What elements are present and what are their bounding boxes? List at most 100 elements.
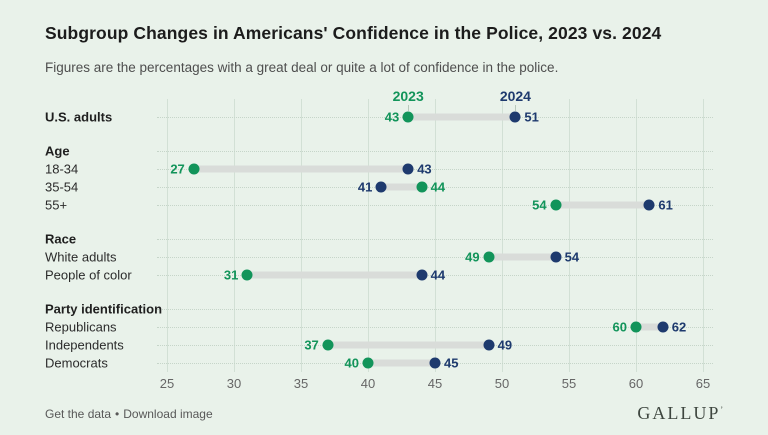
data-row: Republicans 60 62: [45, 318, 723, 336]
value-2024: 41: [357, 179, 373, 195]
value-2023: 37: [304, 337, 319, 353]
dot-2024[interactable]: [402, 163, 414, 175]
dot-2023[interactable]: [630, 321, 642, 333]
dot-2024[interactable]: [657, 321, 669, 333]
row-label: People of color: [45, 267, 132, 283]
chart: 25 30 35 40 45 50 55 60 65 2023 2024 U.S. adults 43 5…: [45, 89, 723, 394]
gridline-60: [636, 99, 637, 373]
footer: Get the data • Download image GALLUP’: [45, 403, 723, 424]
gridline-40: [368, 99, 369, 373]
row-guide-line: [157, 275, 713, 277]
gridline-65: [703, 99, 704, 373]
value-2023: 40: [344, 355, 359, 371]
dot-2024[interactable]: [375, 181, 387, 193]
x-tick-label-60: 60: [628, 376, 644, 392]
row-guide-line: [157, 151, 713, 153]
row-guide-line: [157, 309, 713, 311]
legend-2024: 2024: [499, 88, 531, 105]
value-2023: 43: [384, 109, 400, 125]
legend-tick-2023: [408, 105, 410, 112]
dot-2024[interactable]: [550, 251, 562, 263]
footer-separator: •: [115, 406, 120, 421]
x-tick-label-50: 50: [494, 376, 510, 392]
data-row: People of color 31 44: [45, 266, 723, 284]
dot-2023[interactable]: [416, 181, 428, 193]
change-connector: [327, 341, 489, 349]
row-guide-line: [157, 187, 713, 189]
gallup-logo: GALLUP’: [637, 403, 723, 424]
gridline-55: [569, 99, 570, 373]
change-connector: [381, 183, 422, 191]
row-guide-line: [157, 327, 713, 329]
get-the-data-link[interactable]: Get the data: [45, 406, 112, 421]
data-row: 18-34 27 43: [45, 160, 723, 178]
value-2023: 27: [170, 161, 185, 177]
section-header-row: Age: [45, 142, 723, 160]
dot-2023[interactable]: [241, 269, 253, 281]
change-connector: [193, 165, 409, 173]
gallup-trademark-mark: ’: [720, 405, 723, 415]
value-2024: 54: [564, 249, 580, 265]
value-2023: 60: [612, 319, 627, 335]
change-connector: [247, 271, 422, 279]
gridline-30: [234, 99, 235, 373]
gridline-35: [301, 99, 302, 373]
data-row: Independents 37 49: [45, 336, 723, 354]
dot-2023[interactable]: [362, 357, 374, 369]
row-label: 18-34: [45, 161, 79, 177]
row-label: Independents: [45, 337, 124, 353]
x-tick-label-55: 55: [561, 376, 577, 392]
dot-2023[interactable]: [550, 199, 562, 211]
legend-tick-2024: [515, 105, 517, 112]
row-label: U.S. adults: [45, 109, 113, 125]
dot-2024[interactable]: [429, 357, 441, 369]
dot-2024[interactable]: [509, 111, 521, 123]
chart-subtitle: Figures are the percentages with a great…: [45, 59, 559, 75]
value-2024: 45: [444, 355, 459, 371]
row-label: 55+: [45, 197, 68, 213]
value-2023: 49: [465, 249, 480, 265]
row-label: Age: [45, 143, 70, 159]
x-tick-label-40: 40: [360, 376, 376, 392]
x-tick-label-45: 45: [427, 376, 443, 392]
change-connector: [408, 113, 516, 121]
row-guide-line: [157, 257, 713, 259]
dot-2024[interactable]: [643, 199, 655, 211]
value-2023: 31: [223, 267, 239, 283]
gridline-50: [502, 99, 503, 373]
dot-2023[interactable]: [188, 163, 200, 175]
dot-2023[interactable]: [322, 339, 334, 351]
value-2024: 61: [658, 197, 673, 213]
dot-2024[interactable]: [483, 339, 495, 351]
data-row: 35-54 44 41: [45, 178, 723, 196]
change-connector: [636, 323, 663, 331]
change-connector: [488, 253, 556, 261]
gridline-45: [435, 99, 436, 373]
value-2023: 54: [532, 197, 547, 213]
x-tick-label-65: 65: [695, 376, 711, 392]
change-connector: [555, 201, 650, 209]
section-header-row: Party identification: [45, 300, 723, 318]
x-tick-label-35: 35: [293, 376, 309, 392]
row-label: White adults: [45, 249, 117, 265]
value-2024: 62: [671, 319, 687, 335]
value-2024: 44: [430, 267, 446, 283]
row-guide-line: [157, 205, 713, 207]
row-label: Republicans: [45, 319, 117, 335]
row-guide-line: [157, 239, 713, 241]
dot-2024[interactable]: [416, 269, 428, 281]
value-2024: 43: [417, 161, 432, 177]
row-label: Democrats: [45, 355, 108, 371]
row-label: 35-54: [45, 179, 79, 195]
footer-links: Get the data • Download image: [45, 407, 213, 421]
row-label: Race: [45, 231, 77, 247]
dot-2023[interactable]: [402, 111, 414, 123]
row-label: Party identification: [45, 301, 163, 317]
dot-2023[interactable]: [483, 251, 495, 263]
value-2024: 49: [497, 337, 513, 353]
legend-2023: 2023: [392, 88, 424, 105]
row-guide-line: [157, 169, 713, 171]
section-header-row: Race: [45, 230, 723, 248]
data-row: U.S. adults 43 51: [45, 108, 723, 126]
download-image-link[interactable]: Download image: [123, 406, 213, 421]
